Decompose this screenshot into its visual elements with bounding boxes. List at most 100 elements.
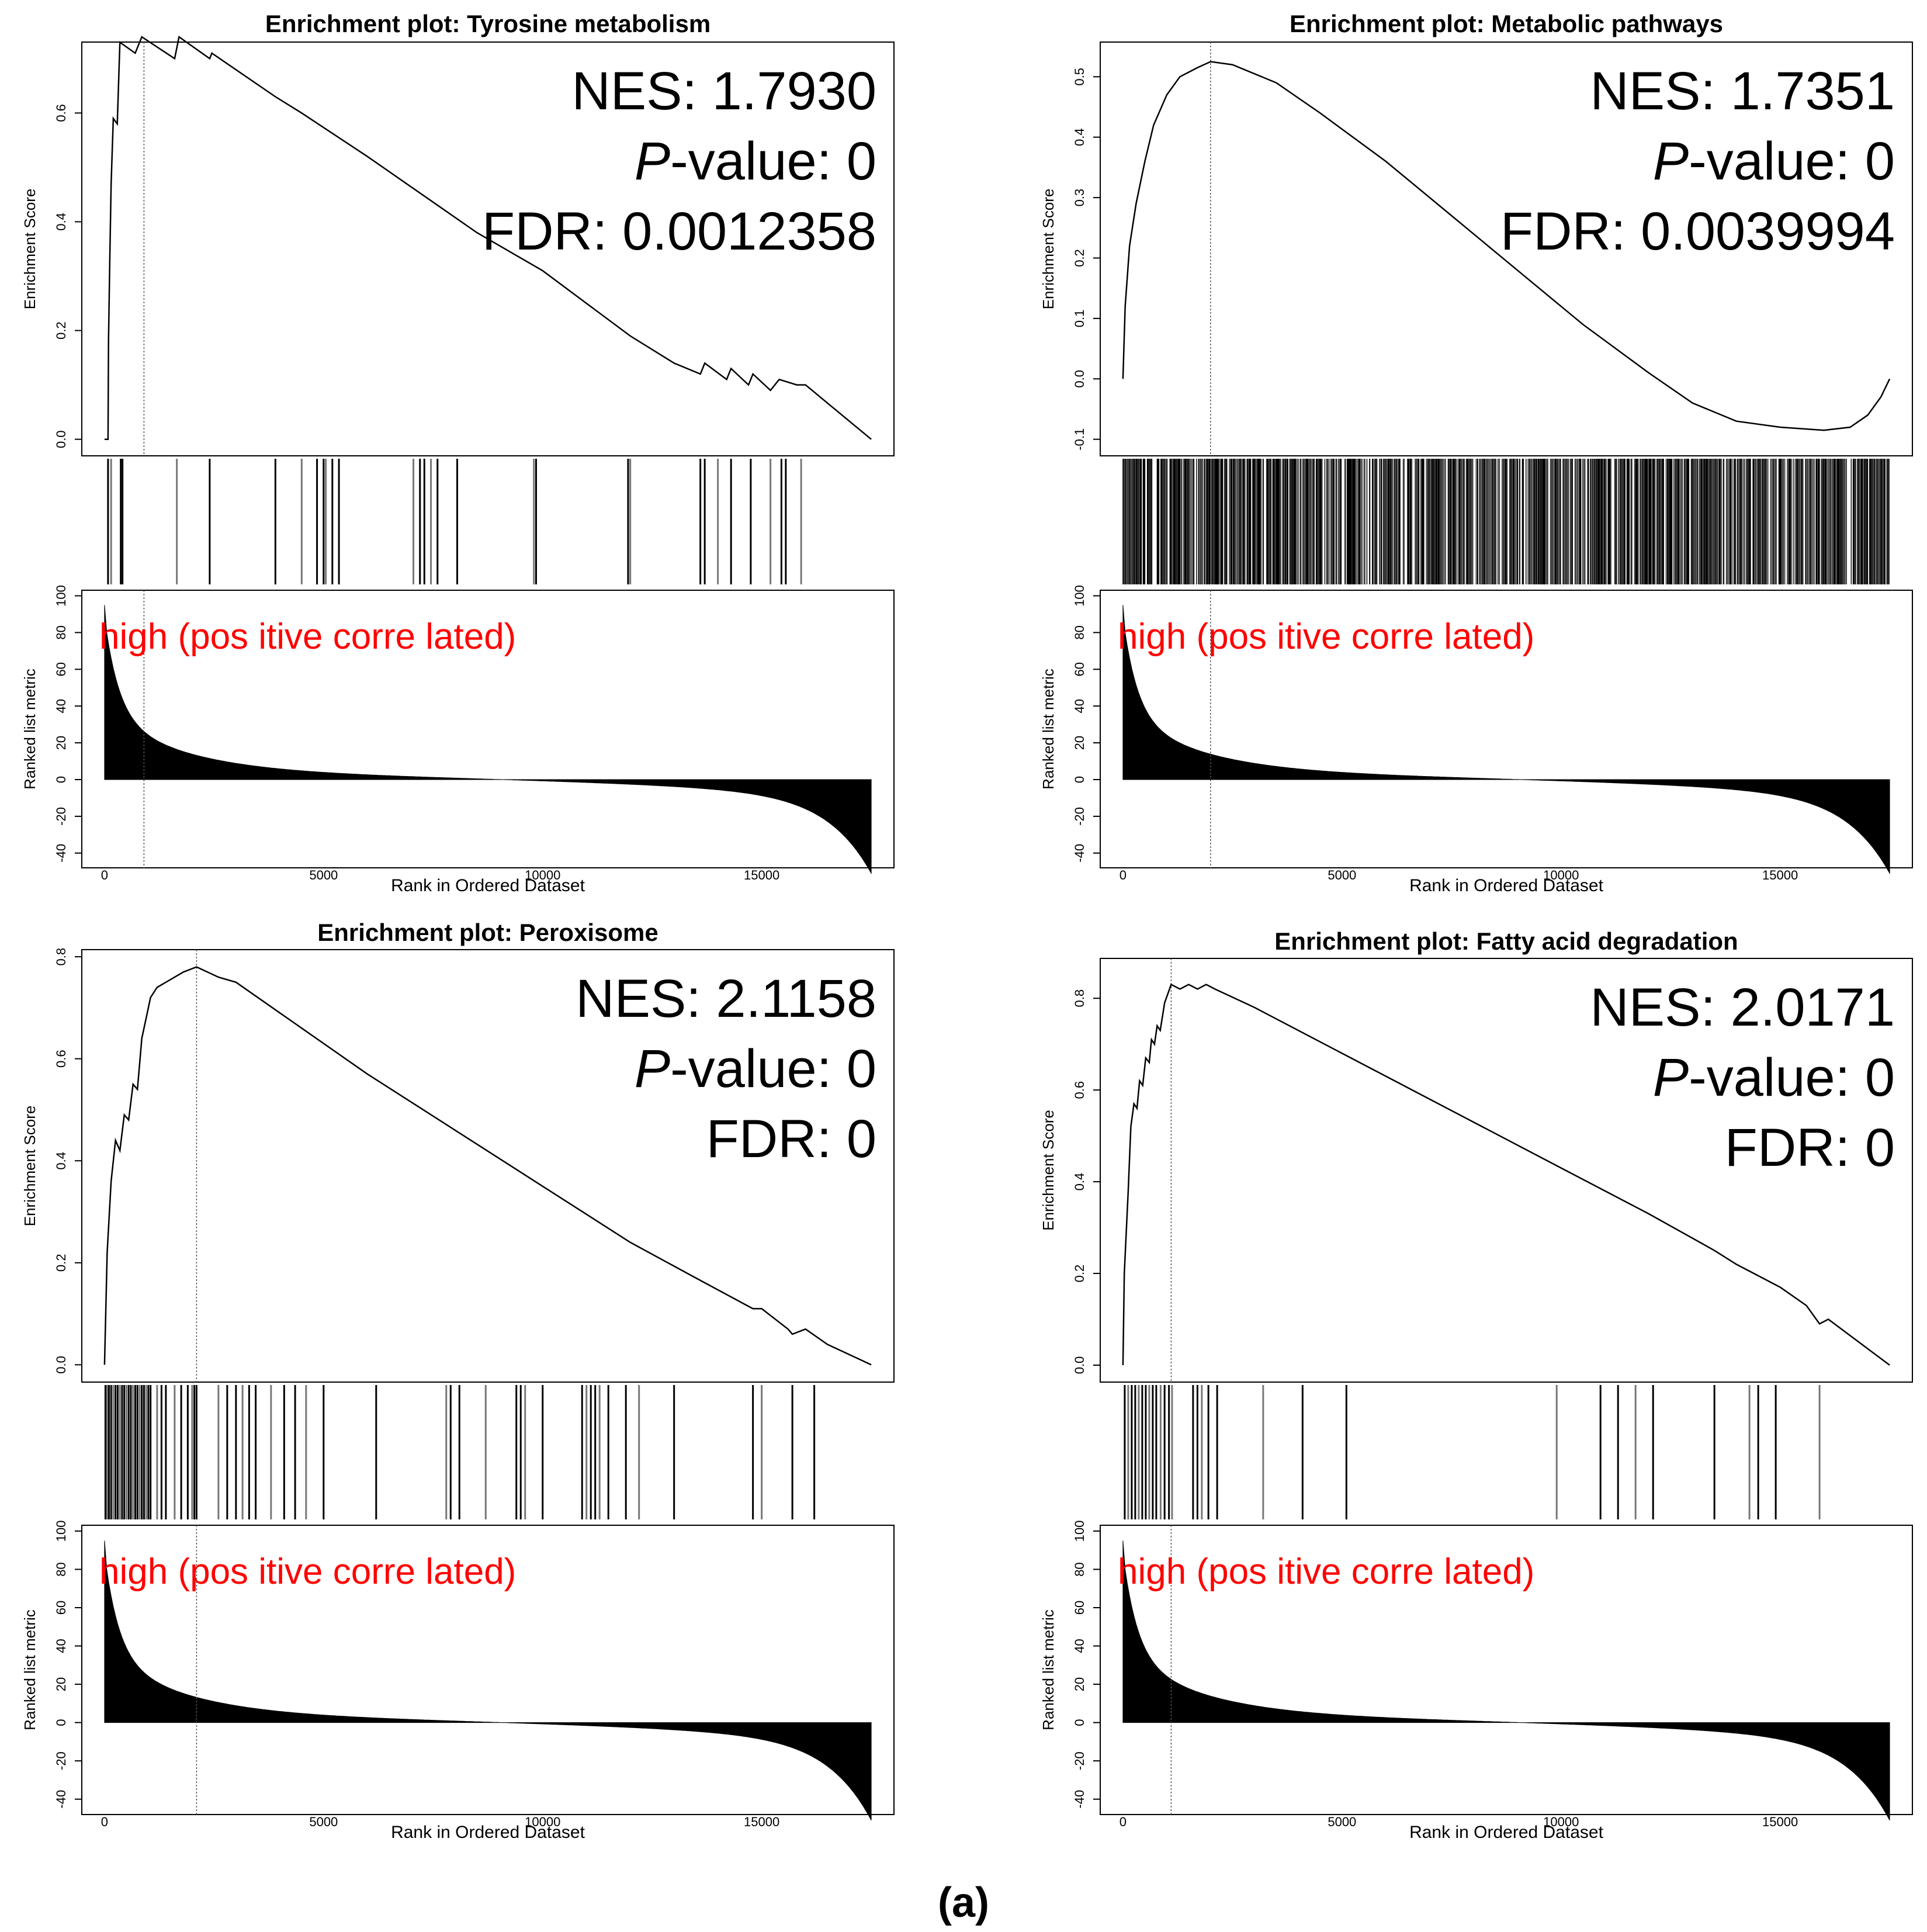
fdr-value: FDR: 0 — [1725, 1118, 1895, 1178]
metric-axis-label: Ranked list metric — [21, 669, 39, 790]
x-axis-label: Rank in Ordered Dataset — [1409, 876, 1603, 895]
metric-tick-label: 0 — [54, 776, 68, 783]
metric-axis-label: Ranked list metric — [21, 1609, 39, 1730]
metric-plot-frame — [1100, 590, 1913, 868]
metric-tick-label: 40 — [54, 699, 68, 713]
metric-tick-label: 60 — [54, 1601, 68, 1615]
metric-tick-label: 20 — [54, 1677, 68, 1691]
metric-tick-label: -20 — [54, 1751, 68, 1770]
panel-title: Enrichment plot: Metabolic pathways — [1290, 10, 1723, 37]
metric-tick-label: 100 — [1072, 1521, 1087, 1542]
metric-plot-frame — [81, 1525, 895, 1815]
metric-tick-label: -40 — [54, 844, 68, 863]
nes-value: NES: 1.7930 — [571, 61, 876, 121]
correlation-annotation: high (pos itive corre lated) — [1118, 1552, 1534, 1592]
x-axis-label: Rank in Ordered Dataset — [391, 876, 585, 895]
correlation-annotation: high (pos itive corre lated) — [99, 617, 516, 657]
metric-tick-label: 60 — [54, 662, 68, 676]
es-tick-label: 0.8 — [54, 948, 68, 966]
metric-tick-label: -20 — [54, 807, 68, 826]
x-tick-label: 0 — [101, 868, 108, 882]
fdr-value: FDR: 0 — [706, 1109, 876, 1169]
x-tick-label: 10000 — [1543, 868, 1579, 882]
es-tick-label: 0.6 — [54, 1050, 68, 1068]
es-plot-frame — [81, 949, 895, 1383]
es-tick-label: 0.0 — [1072, 1356, 1087, 1374]
nes-value: NES: 1.7351 — [1590, 61, 1895, 121]
p-value: P-value: 0 — [635, 1039, 876, 1099]
metric-tick-label: -20 — [1072, 807, 1087, 826]
es-plot-frame — [1100, 41, 1913, 456]
ranked-metric-area — [1122, 1540, 1890, 1821]
es-plot-frame — [81, 41, 895, 456]
es-tick-label: -0.1 — [1072, 428, 1087, 451]
es-tick-label: 0.2 — [1072, 1265, 1087, 1283]
es-axis-label: Enrichment Score — [21, 189, 39, 310]
es-curve — [104, 35, 872, 440]
panel-title: Enrichment plot: Peroxisome — [317, 919, 658, 946]
x-tick-label: 0 — [1120, 868, 1127, 882]
es-tick-label: 0.1 — [1072, 310, 1087, 328]
fdr-value: FDR: 0.0039994 — [1500, 202, 1895, 261]
ranked-metric-area — [104, 605, 872, 875]
metric-plot-frame — [1100, 1525, 1913, 1815]
es-tick-label: 0.4 — [54, 213, 68, 231]
metric-tick-label: 100 — [1072, 585, 1087, 607]
p-value: P-value: 0 — [635, 131, 876, 191]
metric-axis-label: Ranked list metric — [1039, 1609, 1057, 1730]
ranked-metric-area — [104, 1540, 872, 1821]
es-tick-label: 0.2 — [1072, 249, 1087, 267]
metric-tick-label: 0 — [1072, 1719, 1087, 1726]
metric-tick-label: 80 — [54, 625, 68, 639]
es-tick-label: 0.3 — [1072, 189, 1087, 207]
x-tick-label: 0 — [1120, 1815, 1127, 1829]
x-tick-label: 15000 — [1762, 1815, 1798, 1829]
es-tick-label: 0.4 — [54, 1152, 68, 1170]
metric-tick-label: 60 — [1072, 1601, 1087, 1615]
metric-tick-label: 80 — [1072, 1562, 1087, 1576]
metric-tick-label: 40 — [54, 1639, 68, 1653]
metric-tick-label: 0 — [54, 1719, 68, 1726]
nes-value: NES: 2.1158 — [576, 969, 876, 1029]
es-tick-label: 0.0 — [54, 1356, 68, 1374]
metric-tick-label: 0 — [1072, 776, 1087, 783]
correlation-annotation: high (pos itive corre lated) — [99, 1552, 516, 1592]
x-axis-label: Rank in Ordered Dataset — [1409, 1823, 1603, 1842]
x-tick-label: 5000 — [1328, 1815, 1356, 1829]
metric-tick-label: 40 — [1072, 1639, 1087, 1653]
es-curve — [1122, 983, 1890, 1366]
es-axis-label: Enrichment Score — [21, 1106, 39, 1227]
x-tick-label: 5000 — [309, 868, 338, 882]
es-tick-label: 0.4 — [1072, 1173, 1087, 1191]
es-tick-label: 0.8 — [1072, 989, 1087, 1007]
metric-tick-label: 60 — [1072, 662, 1087, 676]
x-tick-label: 10000 — [525, 868, 560, 882]
es-tick-label: 0.6 — [54, 104, 68, 122]
es-axis-label: Enrichment Score — [1039, 189, 1057, 310]
fdr-value: FDR: 0.0012358 — [482, 202, 876, 261]
metric-plot-frame — [81, 590, 895, 868]
x-tick-label: 15000 — [744, 868, 779, 882]
metric-tick-label: 20 — [54, 736, 68, 750]
enrichment-panel-2: Enrichment plot: Metabolic pathways -0.1 0… — [1039, 10, 1913, 895]
metric-tick-label: -40 — [54, 1790, 68, 1809]
x-tick-label: 15000 — [1762, 868, 1798, 882]
correlation-annotation: high (pos itive corre lated) — [1118, 617, 1534, 657]
es-tick-label: 0.5 — [1072, 68, 1087, 86]
metric-axis-label: Ranked list metric — [1039, 669, 1057, 790]
metric-tick-label: 100 — [54, 1521, 68, 1542]
es-curve — [1122, 61, 1891, 431]
es-curve — [103, 966, 872, 1366]
ranked-metric-area — [1122, 605, 1890, 875]
x-axis-label: Rank in Ordered Dataset — [391, 1823, 585, 1842]
es-tick-label: 0.0 — [1072, 370, 1087, 388]
p-value: P-value: 0 — [1653, 131, 1895, 191]
metric-tick-label: -40 — [1072, 844, 1087, 863]
p-value: P-value: 0 — [1653, 1048, 1895, 1107]
x-tick-label: 10000 — [1543, 1815, 1579, 1829]
metric-tick-label: 100 — [54, 585, 68, 607]
es-tick-label: 0.6 — [1072, 1081, 1087, 1099]
enrichment-panel-4: Enrichment plot: Fatty acid degradation 0… — [1039, 927, 1913, 1842]
metric-tick-label: 80 — [1072, 625, 1087, 639]
figure-label: (a) — [938, 1879, 989, 1926]
